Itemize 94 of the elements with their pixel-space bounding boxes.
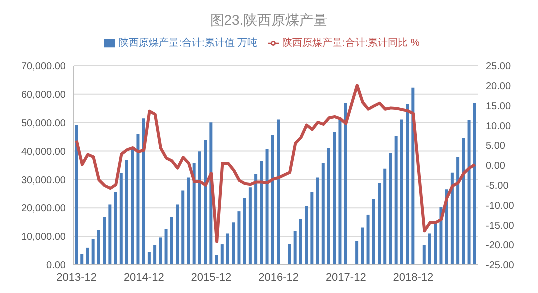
bar xyxy=(456,156,460,265)
bar xyxy=(75,125,78,265)
bar xyxy=(243,198,246,265)
bar xyxy=(103,217,106,265)
bar xyxy=(148,252,151,265)
bar xyxy=(220,244,224,265)
bar xyxy=(254,174,258,265)
x-tick-label: 2013-12 xyxy=(56,272,97,284)
x-tick-label: 2018-12 xyxy=(393,272,434,284)
bar xyxy=(356,241,359,265)
bar xyxy=(434,222,438,265)
bar xyxy=(406,104,410,265)
x-tick-label: 2016-12 xyxy=(258,272,299,284)
bar xyxy=(372,199,376,265)
bar xyxy=(294,231,297,265)
bar xyxy=(204,140,208,265)
bar xyxy=(97,230,100,265)
bar xyxy=(86,248,90,265)
bar xyxy=(328,148,330,265)
y2-tick-label: 25.00 xyxy=(486,62,512,73)
bar xyxy=(400,120,404,265)
bar xyxy=(271,135,274,265)
legend-label: 陕西原煤产量:合计:累计值 万吨 xyxy=(119,38,258,49)
y2-tick-label: 20.00 xyxy=(486,81,512,92)
bar xyxy=(428,234,432,265)
bar xyxy=(361,228,364,265)
bar xyxy=(266,149,269,265)
bar xyxy=(260,161,264,265)
bar xyxy=(92,239,95,265)
bar xyxy=(142,118,146,265)
bar xyxy=(232,222,236,265)
y-tick-label: 20,000.00 xyxy=(22,204,66,215)
bar xyxy=(366,214,370,265)
y2-tick-label: 10.00 xyxy=(486,121,512,132)
x-tick-label: 2014-12 xyxy=(124,272,164,284)
x-tick-label: 2015-12 xyxy=(191,272,232,284)
bar xyxy=(192,164,196,265)
bar xyxy=(120,173,123,265)
bar xyxy=(322,164,325,265)
bar xyxy=(378,183,381,265)
bar xyxy=(422,245,426,265)
line-series xyxy=(75,84,477,244)
y2-tick-label: 5.00 xyxy=(486,141,506,152)
bar xyxy=(198,152,202,265)
y2-tick-label: -10.00 xyxy=(486,200,515,212)
bar xyxy=(80,254,84,265)
bar xyxy=(333,132,336,265)
bar xyxy=(473,102,476,265)
bar xyxy=(176,204,179,265)
bar xyxy=(114,192,118,265)
bar xyxy=(288,244,292,265)
bar xyxy=(182,190,185,265)
bar xyxy=(394,136,398,265)
legend-label: 陕西原煤产量:合计:累计同比 % xyxy=(282,38,420,49)
bar xyxy=(226,234,230,265)
bar xyxy=(277,120,280,265)
chart-title: 图23.陕西原煤产量 xyxy=(209,11,329,30)
bar xyxy=(170,217,174,265)
y-tick-label: 40,000.00 xyxy=(22,146,66,158)
y-tick-label: 10,000.00 xyxy=(22,232,66,244)
bar xyxy=(310,192,314,265)
bar xyxy=(164,229,168,265)
y2-tick-label: -15.00 xyxy=(486,220,515,232)
y-tick-label: 60,000.00 xyxy=(22,90,66,101)
bar xyxy=(187,178,190,265)
bar xyxy=(154,245,157,265)
bar xyxy=(450,172,454,265)
y2-tick-label: 0.00 xyxy=(486,161,506,172)
bar xyxy=(108,204,112,265)
bar xyxy=(462,138,466,265)
y2-tick-label: -20.00 xyxy=(486,240,515,252)
bar xyxy=(159,238,162,265)
bar xyxy=(468,120,471,265)
bar xyxy=(238,212,241,265)
bar xyxy=(305,206,308,265)
y-tick-label: 0.00 xyxy=(46,260,66,272)
bar xyxy=(248,188,252,265)
x-tick-label: 2017-12 xyxy=(326,272,366,284)
bar xyxy=(215,255,218,265)
y-tick-label: 30,000.00 xyxy=(22,175,66,186)
y2-tick-label: -5.00 xyxy=(486,180,510,192)
bar xyxy=(136,134,140,265)
y-tick-label: 70,000.00 xyxy=(22,62,66,73)
y-tick-label: 50,000.00 xyxy=(22,118,66,130)
bar xyxy=(126,160,128,265)
y2-tick-label: 15.00 xyxy=(486,101,512,112)
bar xyxy=(412,88,415,265)
bar xyxy=(299,219,302,265)
y2-tick-label: -25.00 xyxy=(486,260,515,272)
bar xyxy=(384,168,387,265)
bar xyxy=(316,178,320,265)
bar xyxy=(338,118,342,265)
bar xyxy=(389,153,392,265)
bar xyxy=(344,103,348,265)
